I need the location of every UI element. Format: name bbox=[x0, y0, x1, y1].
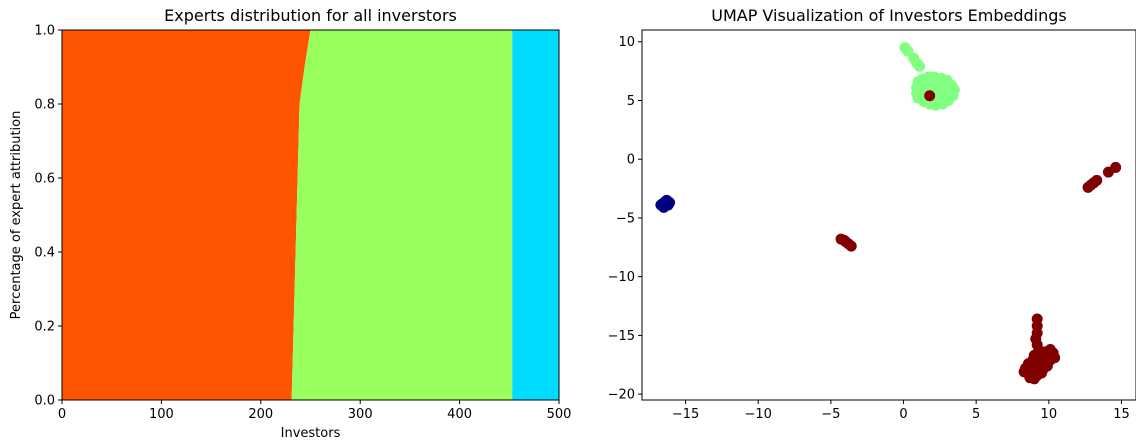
right-x-tick-label: 10 bbox=[1041, 407, 1058, 422]
scatter-point bbox=[914, 60, 926, 72]
scatter-point bbox=[838, 234, 850, 246]
scatter-point bbox=[915, 84, 927, 96]
left-y-tick-label: 0.8 bbox=[34, 98, 55, 113]
right-y-tick-label: −20 bbox=[608, 388, 635, 403]
umap-scatter-chart: −15 −10 −5 0 5 10 15 −20 −15 −10 −5 0 5 10 UMAP Visu… bbox=[608, 6, 1136, 422]
left-y-ticks: 0.0 0.2 0.4 0.6 0.8 1.0 bbox=[34, 24, 62, 409]
area-expert-1 bbox=[62, 30, 311, 400]
right-y-tick-label: 5 bbox=[627, 94, 635, 109]
right-y-tick-label: −10 bbox=[608, 270, 635, 285]
left-x-tick-label: 500 bbox=[547, 407, 572, 422]
left-y-tick-label: 0.4 bbox=[34, 246, 55, 261]
left-x-axis-label: Investors bbox=[281, 426, 341, 441]
right-y-tick-label: 0 bbox=[627, 153, 635, 168]
left-x-tick-label: 300 bbox=[348, 407, 373, 422]
scatter-point bbox=[1033, 355, 1045, 367]
left-y-axis-label: Percentage of expert attribution bbox=[9, 111, 24, 320]
scatter-point bbox=[940, 89, 952, 101]
expert-distribution-chart: 0 100 200 300 400 500 0.0 0.2 0.4 0.6 0.8 1.0 Expe… bbox=[9, 6, 571, 441]
right-x-tick-label: 5 bbox=[972, 407, 980, 422]
stacked-areas bbox=[62, 30, 559, 400]
right-x-tick-label: −10 bbox=[745, 407, 772, 422]
scatter-points bbox=[655, 42, 1122, 385]
area-expert-2 bbox=[291, 30, 513, 400]
right-y-tick-label: −5 bbox=[616, 211, 635, 226]
right-x-tick-label: −15 bbox=[672, 407, 699, 422]
scatter-point bbox=[1038, 346, 1050, 358]
scatter-point bbox=[1110, 161, 1122, 173]
area-expert-3 bbox=[512, 30, 559, 400]
scatter-point bbox=[655, 199, 667, 211]
left-x-tick-label: 200 bbox=[248, 407, 273, 422]
right-y-tick-label: −15 bbox=[608, 329, 635, 344]
left-x-ticks: 0 100 200 300 400 500 bbox=[58, 400, 572, 422]
left-plot-frame bbox=[61, 29, 560, 401]
left-y-tick-label: 0.6 bbox=[34, 172, 55, 187]
right-x-tick-label: −5 bbox=[821, 407, 840, 422]
right-chart-title: UMAP Visualization of Investors Embeddin… bbox=[711, 6, 1067, 25]
left-y-tick-label: 0.0 bbox=[34, 394, 55, 409]
scatter-point bbox=[1037, 363, 1049, 375]
left-y-tick-label: 0.2 bbox=[34, 320, 55, 335]
right-y-ticks: −20 −15 −10 −5 0 5 10 bbox=[608, 35, 642, 403]
right-x-tick-label: 0 bbox=[899, 407, 907, 422]
scatter-point bbox=[1028, 373, 1040, 385]
scatter-point bbox=[664, 197, 676, 209]
left-chart-title: Experts distribution for all inverstors bbox=[164, 6, 457, 25]
scatter-point bbox=[931, 76, 943, 88]
right-x-ticks: −15 −10 −5 0 5 10 15 bbox=[672, 400, 1130, 422]
right-plot-frame bbox=[641, 29, 1136, 401]
left-x-tick-label: 0 bbox=[58, 407, 66, 422]
scatter-point bbox=[924, 90, 936, 102]
left-x-tick-label: 100 bbox=[149, 407, 174, 422]
left-x-tick-label: 400 bbox=[447, 407, 472, 422]
scatter-point bbox=[1091, 174, 1103, 186]
right-x-tick-label: 15 bbox=[1113, 407, 1130, 422]
left-y-tick-label: 1.0 bbox=[34, 24, 55, 39]
right-y-tick-label: 10 bbox=[618, 35, 635, 50]
